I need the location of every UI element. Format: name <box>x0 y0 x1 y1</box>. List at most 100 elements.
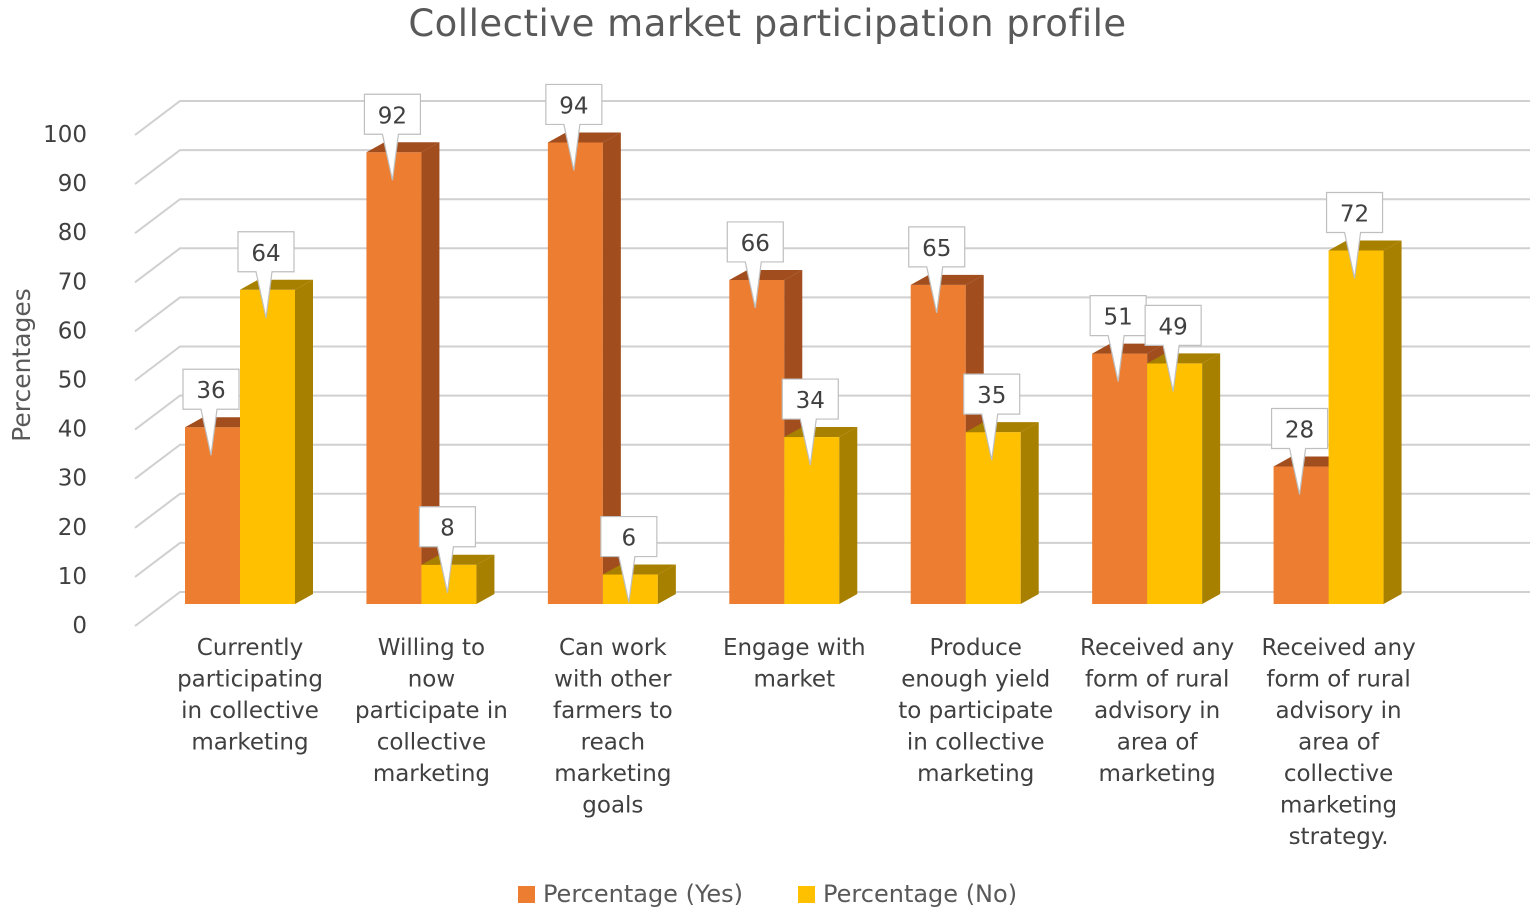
x-tick-label-line: Engage with <box>723 635 866 661</box>
x-tick-label-line: marketing <box>1099 761 1216 787</box>
bar-front <box>185 427 240 604</box>
bar <box>366 142 440 604</box>
bar-side <box>1383 240 1402 605</box>
x-tick-label-line: Produce <box>929 635 1021 661</box>
bar-front <box>240 289 295 604</box>
bar <box>965 422 1039 604</box>
data-label-text: 8 <box>440 516 455 542</box>
data-label-box <box>781 378 839 466</box>
bar-front <box>1273 466 1329 604</box>
data-label-box <box>1325 191 1384 279</box>
x-tick-label-line: market <box>753 667 835 693</box>
x-tick-label: Produce enough yield to participate in coll… <box>898 635 1053 787</box>
y-tick-label: 20 <box>58 515 87 541</box>
data-label-box <box>182 368 240 456</box>
data-label-box <box>545 83 603 171</box>
x-tick-label-line: to participate <box>898 698 1053 724</box>
gridline <box>134 247 1530 284</box>
chart-title: Collective market participation profile <box>408 2 1127 45</box>
x-tick-label-line: in collective <box>181 698 319 724</box>
data-label: 35 <box>963 373 1021 461</box>
bar-front <box>965 432 1021 604</box>
bar <box>602 564 676 604</box>
y-tick-label: 80 <box>58 220 87 246</box>
x-tick-label-line: Willing to <box>378 635 485 661</box>
x-tick-label: Engage with market <box>723 635 866 693</box>
data-label-text: 94 <box>559 93 588 119</box>
bar-side <box>421 142 440 604</box>
data-label-text: 35 <box>977 383 1006 409</box>
x-tick-label-line: advisory in <box>1276 698 1402 724</box>
x-tick-label-line: enough yield <box>901 667 1050 693</box>
x-tick-label-line: participate in <box>355 698 508 724</box>
gridline <box>134 591 1530 627</box>
bar <box>1092 343 1166 604</box>
bars <box>185 132 1402 605</box>
data-label: 49 <box>1144 304 1202 392</box>
bar-front <box>366 152 422 604</box>
data-label: 36 <box>182 368 240 456</box>
data-label-text: 36 <box>196 378 225 404</box>
data-label-text: 28 <box>1285 418 1314 444</box>
data-label: 65 <box>908 226 966 313</box>
data-label: 34 <box>781 378 839 466</box>
x-tick-label: Can work with other farmers to reach marketi… <box>553 635 673 819</box>
bar <box>547 132 621 604</box>
data-label-text: 92 <box>378 103 407 129</box>
x-tick-label-line: marketing <box>917 761 1034 787</box>
bar-front <box>1147 363 1203 604</box>
bar-side <box>1202 353 1221 604</box>
data-label-box <box>363 93 422 181</box>
legend-label-no: Percentage (No) <box>823 880 1018 908</box>
y-tick-label: 0 <box>72 613 87 639</box>
x-tick-label: Currently participating in collective marke… <box>177 635 323 756</box>
data-label-box <box>1270 407 1329 495</box>
bar-front <box>547 142 603 604</box>
data-label: 64 <box>237 231 295 318</box>
y-tick-label: 90 <box>58 171 87 197</box>
data-label-text: 34 <box>796 388 825 414</box>
y-tick-label: 100 <box>43 122 87 148</box>
data-label: 6 <box>600 515 658 603</box>
data-label-text: 49 <box>1159 314 1188 340</box>
gridline <box>134 296 1530 333</box>
y-tick-label: 40 <box>58 417 87 443</box>
data-label-box <box>1144 304 1202 392</box>
data-label-text: 51 <box>1104 305 1133 331</box>
bar-side <box>602 132 621 604</box>
y-tick-label: 10 <box>58 564 87 590</box>
data-label-box <box>237 231 295 318</box>
bar-front <box>1092 353 1148 604</box>
x-tick-label-line: advisory in <box>1094 698 1220 724</box>
y-tick-label: 70 <box>58 269 87 295</box>
x-tick-label-line: strategy. <box>1289 824 1389 850</box>
bar <box>421 554 495 604</box>
bar <box>784 427 858 604</box>
data-label-box <box>908 226 966 313</box>
bar-front <box>729 279 785 604</box>
x-tick-labels: Currently participating in collective marke… <box>177 635 1416 850</box>
bar-side <box>839 427 858 604</box>
data-label-box <box>726 221 784 309</box>
gridline <box>134 394 1530 431</box>
gridline <box>134 100 1530 136</box>
x-tick-label-line: in collective <box>907 730 1045 756</box>
data-label-text: 72 <box>1340 201 1369 227</box>
data-label: 8 <box>418 506 477 593</box>
x-tick-label-line: form of rural <box>1266 667 1410 693</box>
x-tick-label-line: Currently <box>197 635 303 661</box>
data-label: 92 <box>363 93 422 181</box>
data-label-text: 65 <box>922 236 951 262</box>
x-tick-label-line: farmers to <box>553 698 673 724</box>
x-tick-label-line: now <box>408 667 455 693</box>
x-tick-label-line: reach <box>581 730 645 756</box>
x-tick-label-line: marketing <box>373 761 490 787</box>
data-label: 28 <box>1270 407 1329 495</box>
y-tick-label: 60 <box>58 318 87 344</box>
x-tick-label-line: Received any <box>1261 635 1415 661</box>
bar <box>240 279 313 604</box>
bar-side <box>657 564 676 604</box>
gridline <box>134 345 1530 382</box>
bar-side <box>295 279 313 604</box>
